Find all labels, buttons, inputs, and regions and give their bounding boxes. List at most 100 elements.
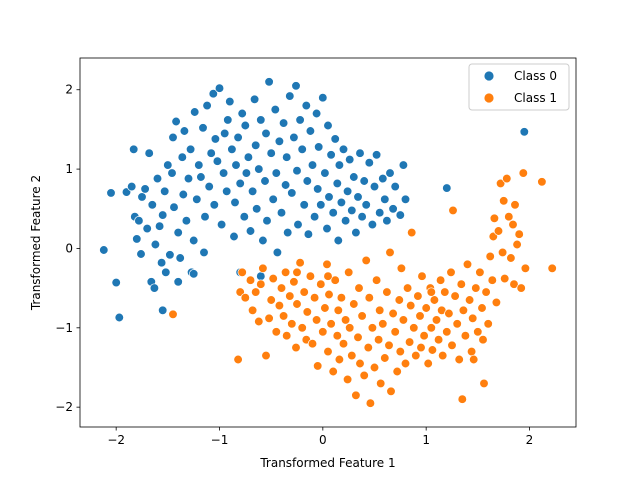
scatter-point-class-1 (340, 315, 351, 325)
scatter-point-class-0 (287, 188, 297, 198)
scatter-point-class-0 (442, 183, 452, 193)
scatter-point-class-0 (282, 152, 292, 162)
scatter-point-class-1 (274, 300, 285, 311)
legend-label-class-0: Class 0 (514, 69, 557, 83)
scatter-point-class-1 (419, 331, 429, 341)
scatter-point-class-0 (256, 271, 266, 281)
y-tick-label: 0 (65, 241, 73, 255)
scatter-point-class-1 (426, 287, 436, 297)
scatter-point-class-0 (245, 226, 256, 236)
scatter-point-class-1 (385, 247, 395, 258)
scatter-point-class-0 (336, 197, 347, 208)
scatter-point-class-0 (316, 200, 326, 210)
scatter-point-class-1 (473, 327, 483, 337)
scatter-point-class-1 (245, 275, 256, 285)
scatter-point-class-1 (323, 346, 333, 357)
scatter-point-class-1 (427, 345, 438, 355)
scatter-point-class-0 (342, 186, 353, 196)
scatter-point-class-0 (136, 249, 146, 259)
scatter-point-class-0 (167, 168, 177, 178)
scatter-point-class-1 (361, 255, 371, 266)
scatter-point-class-0 (233, 132, 243, 143)
scatter-point-class-1 (400, 358, 411, 369)
scatter-point-class-1 (311, 315, 322, 325)
scatter-point-class-1 (342, 374, 353, 385)
scatter-point-class-0 (251, 140, 261, 150)
scatter-point-class-1 (240, 293, 250, 303)
scatter-point-class-1 (316, 279, 326, 289)
scatter-point-class-1 (392, 366, 402, 377)
scatter-point-class-0 (367, 219, 378, 230)
scatter-point-class-1 (469, 354, 479, 365)
y-tick-label: −2 (55, 400, 73, 414)
scatter-point-class-0 (271, 168, 281, 178)
scatter-point-class-0 (313, 184, 323, 194)
scatter-point-class-1 (457, 394, 467, 404)
scatter-point-class-1 (499, 196, 509, 206)
scatter-point-class-0 (249, 94, 260, 104)
scatter-point-class-0 (382, 216, 392, 226)
scatter-point-class-1 (481, 287, 491, 297)
scatter-point-class-1 (371, 275, 382, 285)
scatter-point-class-0 (385, 168, 395, 178)
scatter-point-class-1 (345, 323, 355, 333)
scatter-point-class-0 (260, 176, 270, 186)
scatter-point-class-0 (198, 123, 208, 133)
scatter-point-class-1 (359, 370, 369, 381)
scatter-point-class-0 (326, 150, 336, 160)
scatter-point-class-1 (431, 315, 442, 325)
scatter-point-class-1 (495, 178, 506, 189)
scatter-point-class-1 (313, 361, 323, 371)
scatter-point-class-1 (518, 168, 528, 178)
scatter-point-class-0 (359, 176, 369, 186)
scatter-point-class-1 (292, 267, 302, 277)
scatter-point-class-1 (438, 350, 448, 361)
scatter-point-class-1 (508, 219, 518, 230)
scatter-point-class-1 (444, 308, 454, 319)
scatter-point-class-1 (512, 239, 522, 250)
scatter-point-class-0 (106, 188, 116, 198)
scatter-point-class-0 (371, 150, 382, 160)
scatter-point-class-1 (266, 295, 276, 305)
scatter-point-class-0 (160, 186, 170, 196)
scatter-point-class-1 (247, 305, 258, 315)
scatter-point-class-0 (171, 116, 181, 127)
scatter-point-class-1 (464, 295, 475, 305)
y-ticks: −2 −1 0 1 2 (55, 83, 80, 414)
scatter-point-class-1 (363, 342, 373, 353)
scatter-point-class-0 (229, 231, 239, 242)
scatter-point-class-0 (285, 91, 295, 101)
scatter-point-class-0 (311, 108, 322, 119)
scatter-point-class-1 (307, 339, 318, 349)
scatter-point-class-1 (287, 319, 297, 329)
legend-marker-class-0 (483, 70, 495, 82)
scatter-point-class-0 (318, 93, 328, 103)
scatter-point-class-0 (398, 160, 409, 170)
scatter-point-class-0 (218, 168, 229, 178)
scatter-point-class-0 (303, 229, 314, 239)
scatter-point-class-1 (268, 273, 278, 284)
scatter-point-class-0 (181, 216, 192, 226)
scatter-point-class-1 (256, 279, 266, 289)
axes-frame (79, 57, 577, 428)
scatter-point-class-0 (149, 283, 160, 293)
scatter-point-class-0 (270, 104, 280, 115)
scatter-point-class-0 (243, 152, 254, 162)
scatter-point-class-1 (292, 299, 302, 309)
scatter-point-class-1 (334, 354, 345, 365)
scatter-point-class-0 (144, 148, 154, 158)
scatter-point-class-1 (506, 253, 516, 263)
scatter-point-class-1 (351, 390, 361, 400)
scatter-point-class-0 (293, 219, 303, 230)
scatter-point-class-0 (357, 212, 367, 222)
scatter-point-class-0 (297, 144, 307, 154)
scatter-point-class-1 (354, 283, 364, 293)
scatter-point-class-1 (380, 353, 390, 363)
scatter-point-class-0 (192, 194, 202, 204)
scatter-point-class-0 (272, 247, 283, 258)
scatter-point-class-0 (156, 258, 167, 268)
scatter-point-class-0 (361, 200, 371, 210)
scatter-point-class-0 (519, 127, 529, 137)
scatter-point-class-0 (241, 168, 252, 178)
scatter-point-class-1 (466, 346, 477, 357)
